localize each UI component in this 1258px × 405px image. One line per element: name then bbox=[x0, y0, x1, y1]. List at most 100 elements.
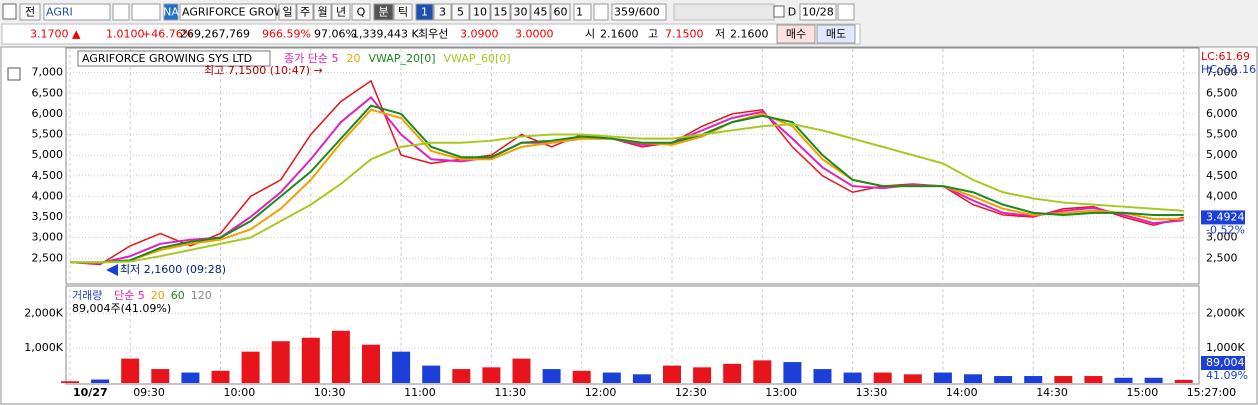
toolbar-button[interactable] bbox=[43, 3, 111, 21]
y-tick-label-right: 7,000 bbox=[1206, 66, 1238, 79]
volume-legend-entry: 60 bbox=[171, 289, 185, 302]
y-tick-label: 2,500 bbox=[32, 251, 64, 264]
toolbar-button[interactable] bbox=[19, 3, 41, 21]
toolbar-label[interactable]: Q bbox=[357, 6, 366, 19]
info-value: 1.0100 bbox=[106, 28, 145, 41]
toolbar-label[interactable]: 10 bbox=[473, 6, 487, 19]
y-tick-label-right: 5,500 bbox=[1206, 128, 1238, 141]
search-icon[interactable] bbox=[112, 3, 130, 21]
order-button-label[interactable]: 매수 bbox=[786, 28, 806, 41]
info-value: 269,267,769 bbox=[180, 28, 250, 41]
toolbar-button[interactable] bbox=[296, 3, 314, 21]
volume-pane bbox=[65, 285, 1200, 385]
toolbar-label[interactable]: 3 bbox=[439, 6, 446, 19]
toolbar-button[interactable] bbox=[469, 3, 491, 21]
toolbar-button[interactable] bbox=[163, 3, 179, 21]
toolbar-button[interactable] bbox=[331, 3, 351, 21]
info-value: 고 bbox=[648, 28, 658, 41]
dropdown[interactable] bbox=[593, 3, 609, 21]
toolbar-label[interactable]: 틱 bbox=[398, 6, 408, 19]
menu-icon[interactable] bbox=[2, 3, 17, 20]
checkbox[interactable] bbox=[773, 5, 785, 18]
last-change: -0.52% bbox=[1206, 223, 1245, 236]
x-tick-label: 10:30 bbox=[314, 386, 346, 399]
volume-bar bbox=[362, 344, 380, 383]
toolbar-button[interactable] bbox=[433, 3, 452, 21]
toolbar-label[interactable]: 1 bbox=[421, 6, 428, 19]
toolbar-button[interactable] bbox=[550, 3, 571, 21]
toolbar-button[interactable] bbox=[179, 3, 277, 21]
toolbar-button[interactable] bbox=[351, 3, 371, 21]
order-button[interactable] bbox=[816, 24, 856, 44]
volume-bar bbox=[994, 376, 1013, 383]
volume-bar bbox=[1144, 377, 1163, 383]
toolbar-label[interactable]: 전 bbox=[25, 6, 35, 19]
volume-bar bbox=[1024, 376, 1043, 383]
toolbar-button[interactable] bbox=[510, 3, 531, 21]
toolbar-label[interactable]: 일 bbox=[282, 5, 292, 19]
toolbar-label[interactable]: 359/600 bbox=[614, 6, 660, 19]
hc-label: HC:-51.16 bbox=[1201, 63, 1256, 76]
y-tick-label: 3,500 bbox=[32, 210, 64, 223]
y-tick-label-right: 1,000K bbox=[1206, 341, 1245, 354]
y-tick-label-right: 4,500 bbox=[1206, 169, 1238, 182]
toolbar-label[interactable]: 월 bbox=[317, 6, 327, 19]
toolbar-button[interactable] bbox=[530, 3, 551, 21]
toolbar-label[interactable]: 주 bbox=[300, 6, 310, 19]
toolbar-label[interactable]: AGRI bbox=[46, 6, 73, 19]
volume-bar bbox=[301, 337, 320, 383]
volume-bar bbox=[1084, 376, 1103, 383]
tool-icons[interactable] bbox=[673, 3, 775, 21]
volume-bar bbox=[723, 363, 742, 383]
toolbar-label[interactable]: 년 bbox=[336, 6, 346, 19]
x-tick-label: 13:00 bbox=[765, 386, 797, 399]
toolbar-button[interactable] bbox=[611, 3, 667, 21]
toolbar-label[interactable]: 30 bbox=[514, 6, 528, 19]
order-button-label[interactable]: 매도 bbox=[826, 28, 846, 41]
pane-icon[interactable] bbox=[7, 67, 21, 81]
volume-bar bbox=[151, 369, 170, 383]
sound-icon[interactable] bbox=[131, 3, 161, 21]
info-value: 966.59% bbox=[262, 28, 311, 41]
toolbar-button[interactable] bbox=[373, 3, 394, 21]
toolbar-button[interactable] bbox=[313, 3, 332, 21]
toolbar-label[interactable]: 1 bbox=[576, 6, 583, 19]
toolbar-label[interactable]: D bbox=[788, 6, 796, 19]
chart-title: AGRIFORCE GROWING SYS LTD bbox=[82, 52, 252, 65]
toolbar-button[interactable] bbox=[490, 3, 511, 21]
volume-bar bbox=[572, 370, 591, 383]
calendar-icon[interactable] bbox=[837, 3, 855, 21]
toolbar-button[interactable] bbox=[451, 3, 470, 21]
toolbar-label[interactable]: 15 bbox=[494, 6, 508, 19]
info-value: 최우선 bbox=[418, 28, 448, 41]
toolbar-label[interactable]: AGRIFORCE GROWI bbox=[182, 6, 288, 19]
toolbar-button[interactable] bbox=[799, 3, 837, 21]
volume-bar bbox=[452, 369, 471, 383]
info-value: 3.0000 bbox=[515, 28, 554, 41]
toolbar-label[interactable]: NA bbox=[163, 6, 179, 19]
y-tick-label: 3,000 bbox=[32, 231, 64, 244]
toolbar-button[interactable] bbox=[573, 3, 592, 21]
toolbar-label[interactable]: 5 bbox=[457, 6, 464, 19]
toolbar-label[interactable]: 45 bbox=[534, 6, 548, 19]
toolbar-label[interactable]: 분 bbox=[378, 6, 388, 19]
volume-bar bbox=[241, 351, 260, 383]
legend-entry: VWAP_20[0] bbox=[368, 52, 435, 65]
x-tick-label: 10/27 bbox=[73, 386, 108, 399]
volume-bar bbox=[1174, 379, 1193, 383]
y-tick-label: 4,000 bbox=[32, 189, 64, 202]
toolbar-label[interactable]: 60 bbox=[554, 6, 568, 19]
x-tick-label: 15:00 bbox=[1127, 386, 1159, 399]
toolbar-button[interactable] bbox=[393, 3, 413, 21]
order-button[interactable] bbox=[776, 24, 816, 44]
price-line bbox=[69, 79, 1184, 266]
toolbar-button[interactable] bbox=[278, 3, 297, 21]
toolbar-label[interactable]: 10/28 bbox=[802, 6, 834, 19]
y-tick-label-right: 2,000K bbox=[1206, 306, 1245, 319]
toolbar-button[interactable] bbox=[415, 3, 434, 21]
y-tick-label-right: 4,000 bbox=[1206, 189, 1238, 202]
volume-bar bbox=[813, 369, 832, 383]
volume-bar bbox=[873, 372, 892, 383]
